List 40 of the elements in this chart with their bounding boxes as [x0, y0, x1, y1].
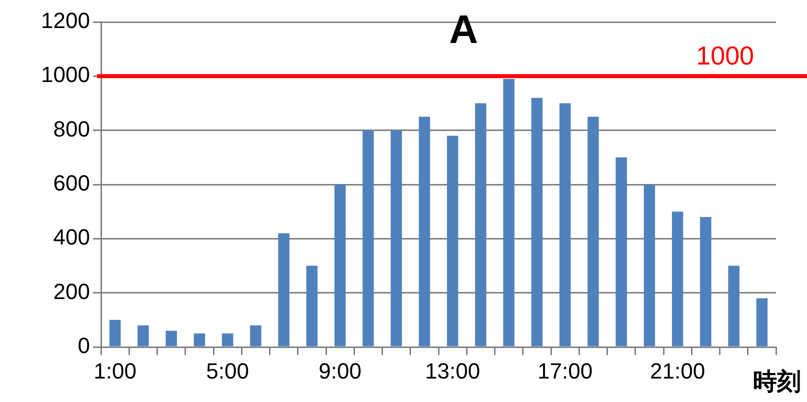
- bar: [390, 130, 402, 346]
- y-tick-label: 1000: [41, 62, 90, 88]
- bar: [334, 184, 346, 346]
- x-tick-label: 9:00: [318, 358, 362, 384]
- bar: [644, 184, 656, 346]
- x-axis-title: 時刻: [753, 368, 801, 396]
- bar: [250, 325, 262, 346]
- bar: [503, 78, 514, 346]
- y-tick-label: 1200: [41, 8, 90, 34]
- bar: [756, 298, 768, 346]
- y-tick-label: 800: [53, 116, 90, 142]
- bar: [446, 136, 458, 346]
- y-tick-label: 200: [53, 278, 90, 304]
- bar: [531, 98, 543, 346]
- ref-line-label: 1000: [696, 40, 754, 70]
- bar: [672, 212, 684, 346]
- bar: [222, 333, 234, 346]
- x-tick-label: 21:00: [650, 358, 706, 384]
- y-tick-label: 400: [53, 224, 90, 250]
- x-tick-label: 13:00: [425, 358, 480, 384]
- bar: [700, 217, 712, 346]
- bar: [728, 266, 740, 346]
- x-tick-label: 1:00: [94, 358, 136, 384]
- bar: [362, 130, 374, 346]
- bar: [559, 103, 571, 346]
- bar: [418, 116, 430, 346]
- bar: [306, 266, 318, 346]
- bar: [138, 325, 149, 346]
- y-tick-label: 600: [53, 170, 90, 196]
- bar: [166, 330, 177, 346]
- bar: [616, 157, 627, 346]
- bar: [588, 116, 599, 346]
- y-tick-label: 0: [78, 333, 90, 358]
- x-tick-label: 17:00: [538, 358, 593, 384]
- bar: [194, 333, 206, 346]
- bar: [109, 320, 121, 346]
- x-tick-label: 5:00: [206, 358, 249, 384]
- bar: [278, 233, 290, 346]
- chart-title: A: [449, 8, 478, 52]
- bar: [475, 103, 486, 346]
